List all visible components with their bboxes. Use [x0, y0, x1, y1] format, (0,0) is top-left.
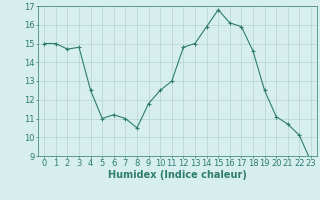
X-axis label: Humidex (Indice chaleur): Humidex (Indice chaleur) [108, 170, 247, 180]
